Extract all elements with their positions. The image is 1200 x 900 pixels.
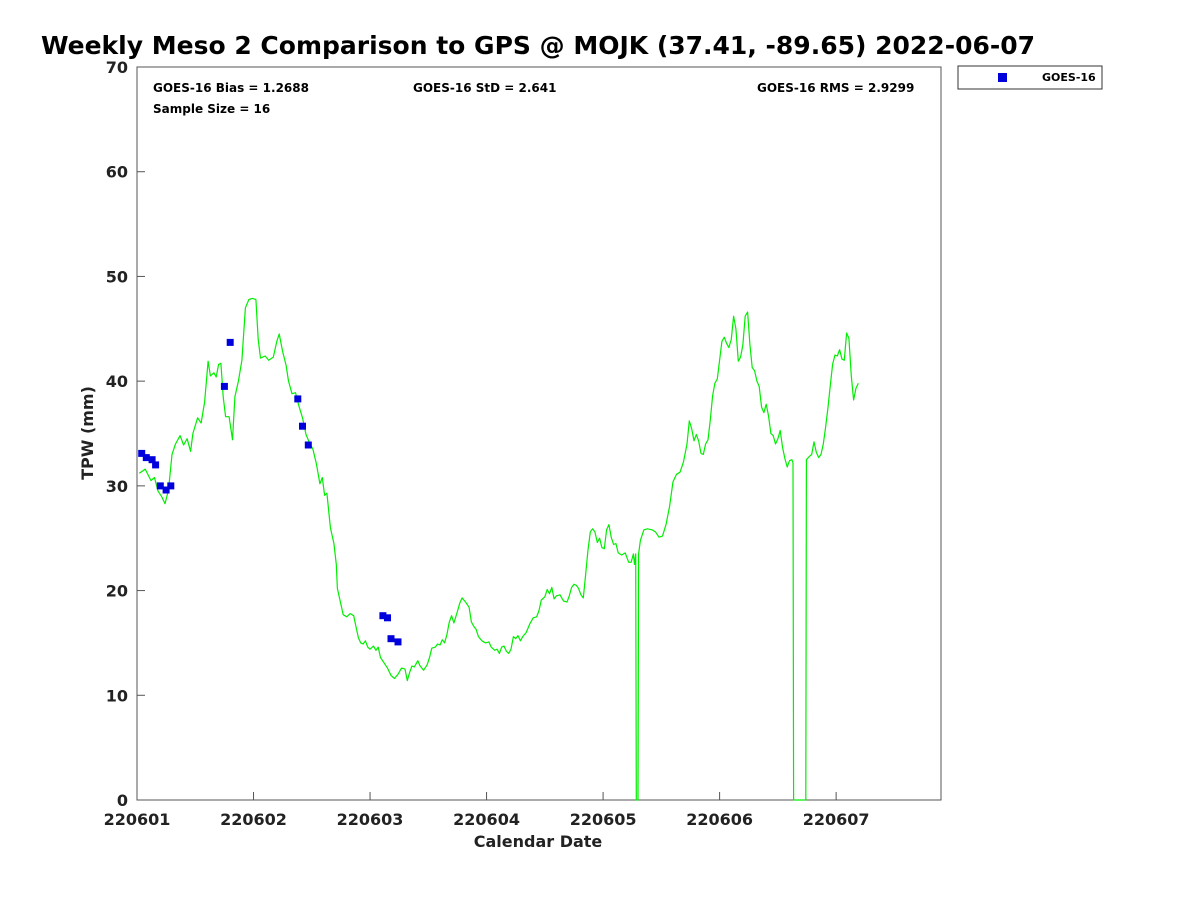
stat-std: GOES-16 StD = 2.641: [413, 81, 556, 95]
y-tick-label: 70: [106, 58, 128, 77]
x-tick-label: 220605: [570, 810, 637, 829]
x-axis-label: Calendar Date: [474, 832, 603, 851]
y-tick-label: 0: [117, 791, 128, 810]
legend-marker-goes16: [998, 73, 1007, 82]
y-axis: 0 10 20 30 40 50 60 70: [106, 58, 145, 810]
stat-bias: GOES-16 Bias = 1.2688: [153, 81, 309, 95]
y-tick-label: 10: [106, 686, 128, 705]
x-tick-label: 220606: [686, 810, 753, 829]
y-tick-label: 20: [106, 582, 128, 601]
goes16-point: [220, 382, 228, 390]
goes16-point: [167, 482, 175, 490]
goes16-point: [156, 482, 164, 490]
y-tick-label: 30: [106, 477, 128, 496]
goes16-point: [294, 395, 302, 403]
goes16-point: [304, 441, 312, 449]
y-tick-label: 50: [106, 267, 128, 286]
x-tick-label: 220604: [453, 810, 520, 829]
goes16-point: [226, 338, 234, 346]
goes16-point: [138, 449, 146, 457]
y-tick-label: 60: [106, 163, 128, 182]
x-tick-label: 220607: [803, 810, 870, 829]
goes16-point: [162, 486, 170, 494]
goes16-point: [384, 614, 391, 622]
stat-sample-size: Sample Size = 16: [153, 102, 270, 116]
series-layer: [138, 297, 859, 801]
goes16-point: [299, 422, 306, 430]
stat-rms: GOES-16 RMS = 2.9299: [757, 81, 914, 95]
legend-box: [957, 65, 1103, 90]
x-axis: 220601 220602 220603 220604 220605 220606 2206…: [104, 792, 870, 829]
plot-area: [136, 66, 942, 801]
legend-label: GOES-16: [1042, 71, 1096, 84]
goes16-point: [152, 461, 160, 469]
goes16-point: [387, 635, 395, 643]
y-tick-label: 40: [106, 372, 128, 391]
y-axis-label: TPW (mm): [78, 386, 97, 480]
x-tick-label: 220601: [104, 810, 171, 829]
goes16-point: [148, 456, 156, 464]
chart-title: Weekly Meso 2 Comparison to GPS @ MOJK (…: [41, 31, 1035, 60]
x-tick-label: 220603: [337, 810, 404, 829]
legend: GOES-16: [957, 65, 1103, 90]
goes16-point: [394, 638, 402, 646]
x-tick-label: 220602: [220, 810, 287, 829]
series-line-gps: [138, 297, 859, 801]
goes16-point: [379, 612, 387, 620]
goes16-point: [142, 454, 150, 462]
